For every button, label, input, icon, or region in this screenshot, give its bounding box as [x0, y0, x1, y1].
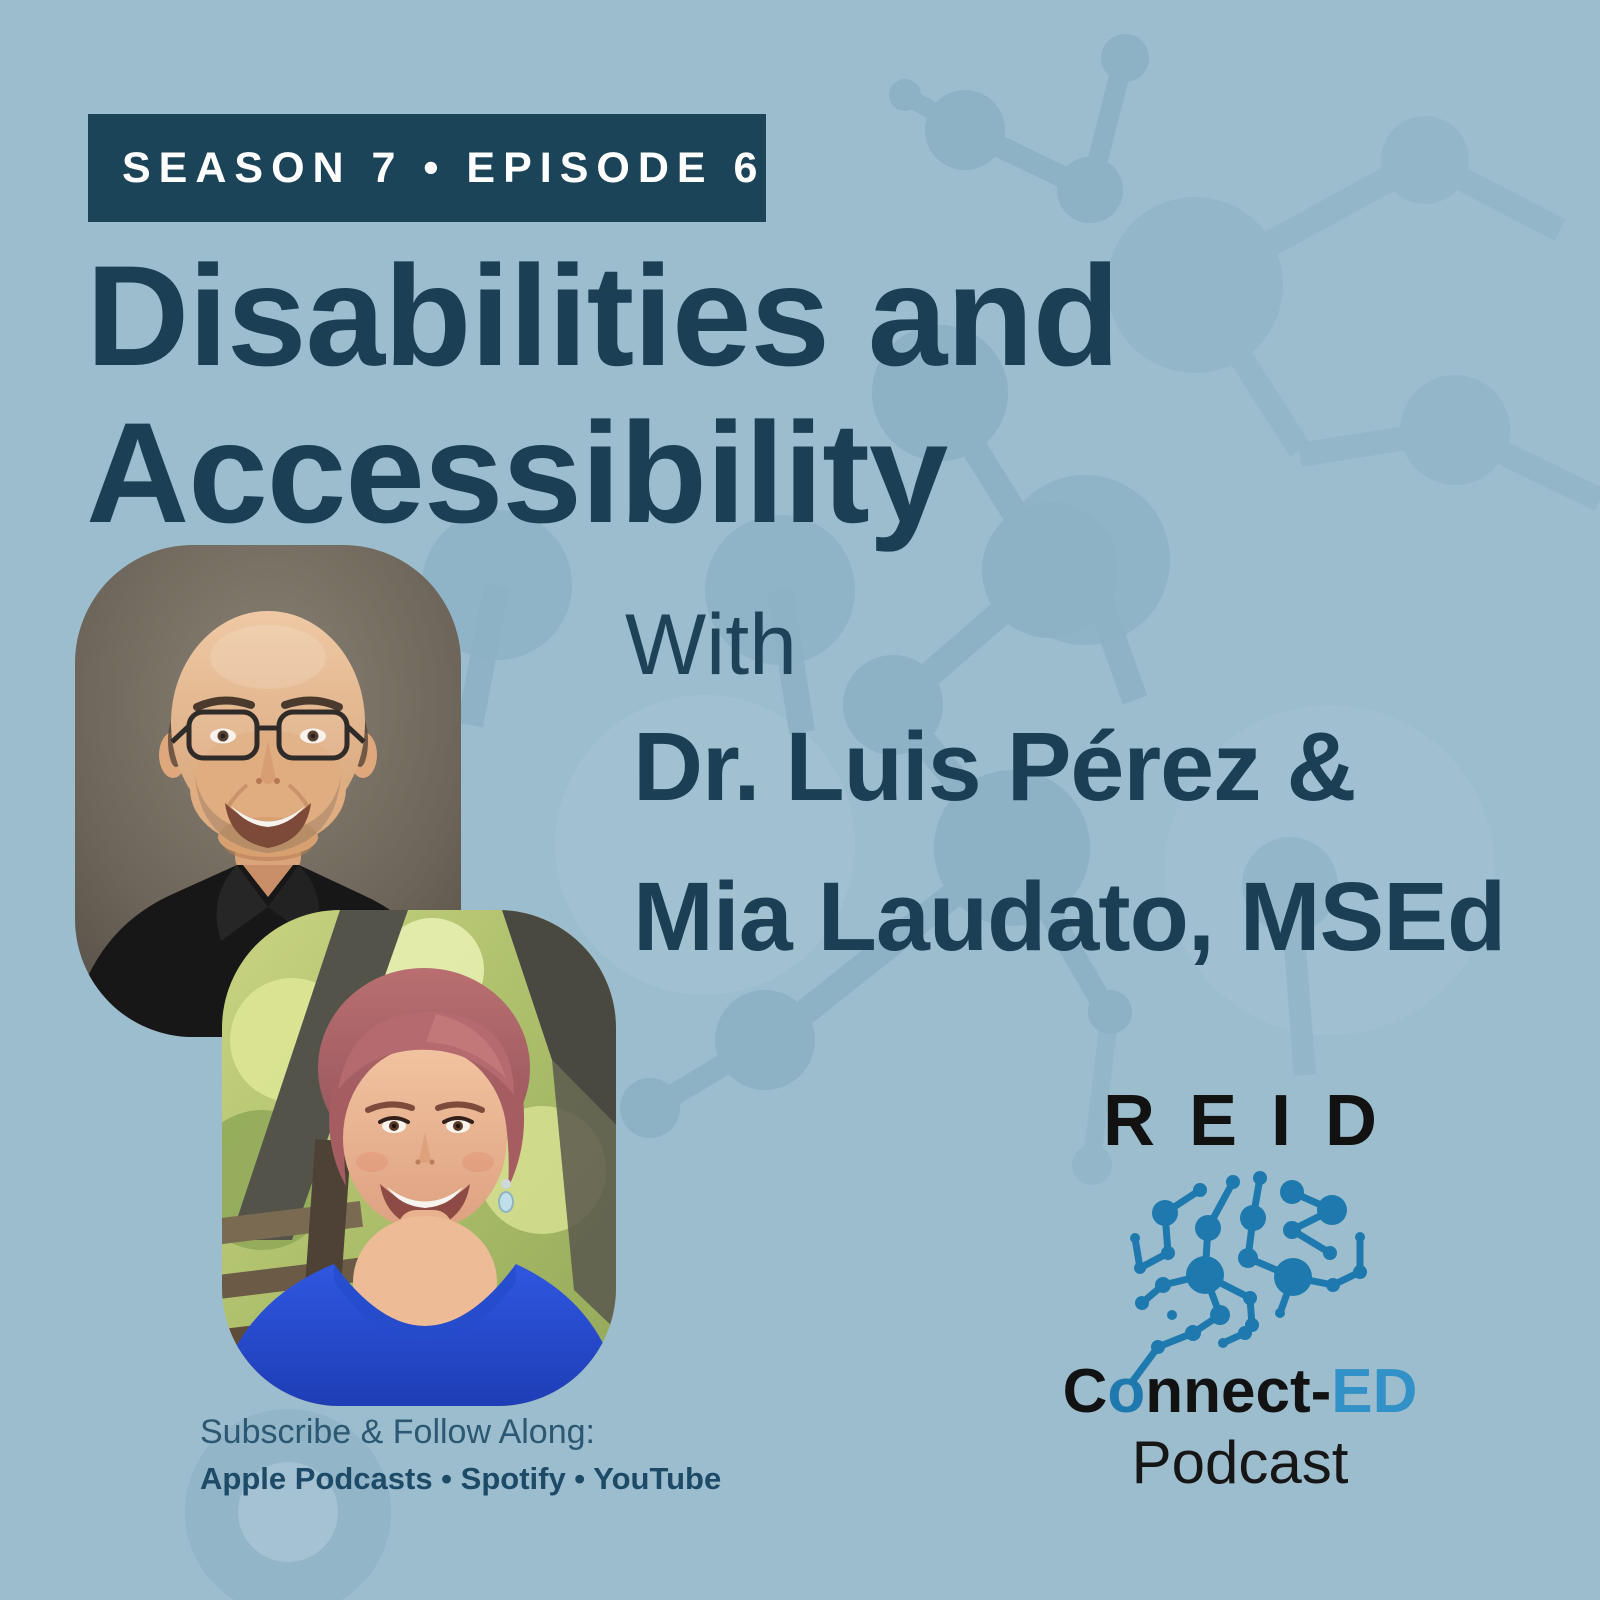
earring — [498, 1179, 514, 1213]
episode-title: Disabilities and Accessibility — [86, 238, 1386, 553]
connect-o-node: o — [1107, 1357, 1146, 1426]
connect-rest: nnect- — [1145, 1357, 1332, 1426]
guest-photo-mia — [222, 910, 616, 1406]
episode-title-line2: Accessibility — [86, 394, 948, 554]
guest-name-1: Dr. Luis Pérez & — [633, 712, 1357, 821]
portrait-illustration-mia — [222, 910, 616, 1406]
season-episode-badge: SEASON 7 • EPISODE 6 — [88, 114, 766, 222]
brain-network-icon — [1128, 1171, 1367, 1386]
woman-face — [338, 1011, 514, 1230]
reid-wordmark: REID — [1102, 1081, 1412, 1161]
with-label: With — [625, 597, 797, 693]
subscribe-block: Subscribe & Follow Along: Apple Podcasts… — [200, 1413, 721, 1497]
reid-logo: REID — [1040, 1080, 1440, 1520]
guest-name-2: Mia Laudato, MSEd — [633, 862, 1506, 971]
guest-names: Dr. Luis Pérez & Mia Laudato, MSEd — [633, 692, 1593, 992]
man-face — [159, 611, 377, 857]
subscribe-platforms: Apple Podcasts • Spotify • YouTube — [200, 1461, 722, 1496]
glasses — [170, 709, 366, 761]
connect-c: C — [1062, 1357, 1108, 1426]
episode-title-line1: Disabilities and — [86, 237, 1120, 396]
connect-ed-accent: ED — [1331, 1357, 1418, 1426]
connect-ed-wordmark: Connect-ED — [1040, 1356, 1440, 1427]
blue-top — [222, 1264, 616, 1406]
subscribe-heading: Subscribe & Follow Along: — [200, 1413, 595, 1451]
season-episode-label: SEASON 7 • EPISODE 6 — [122, 143, 766, 192]
podcast-label: Podcast — [1131, 1429, 1349, 1496]
